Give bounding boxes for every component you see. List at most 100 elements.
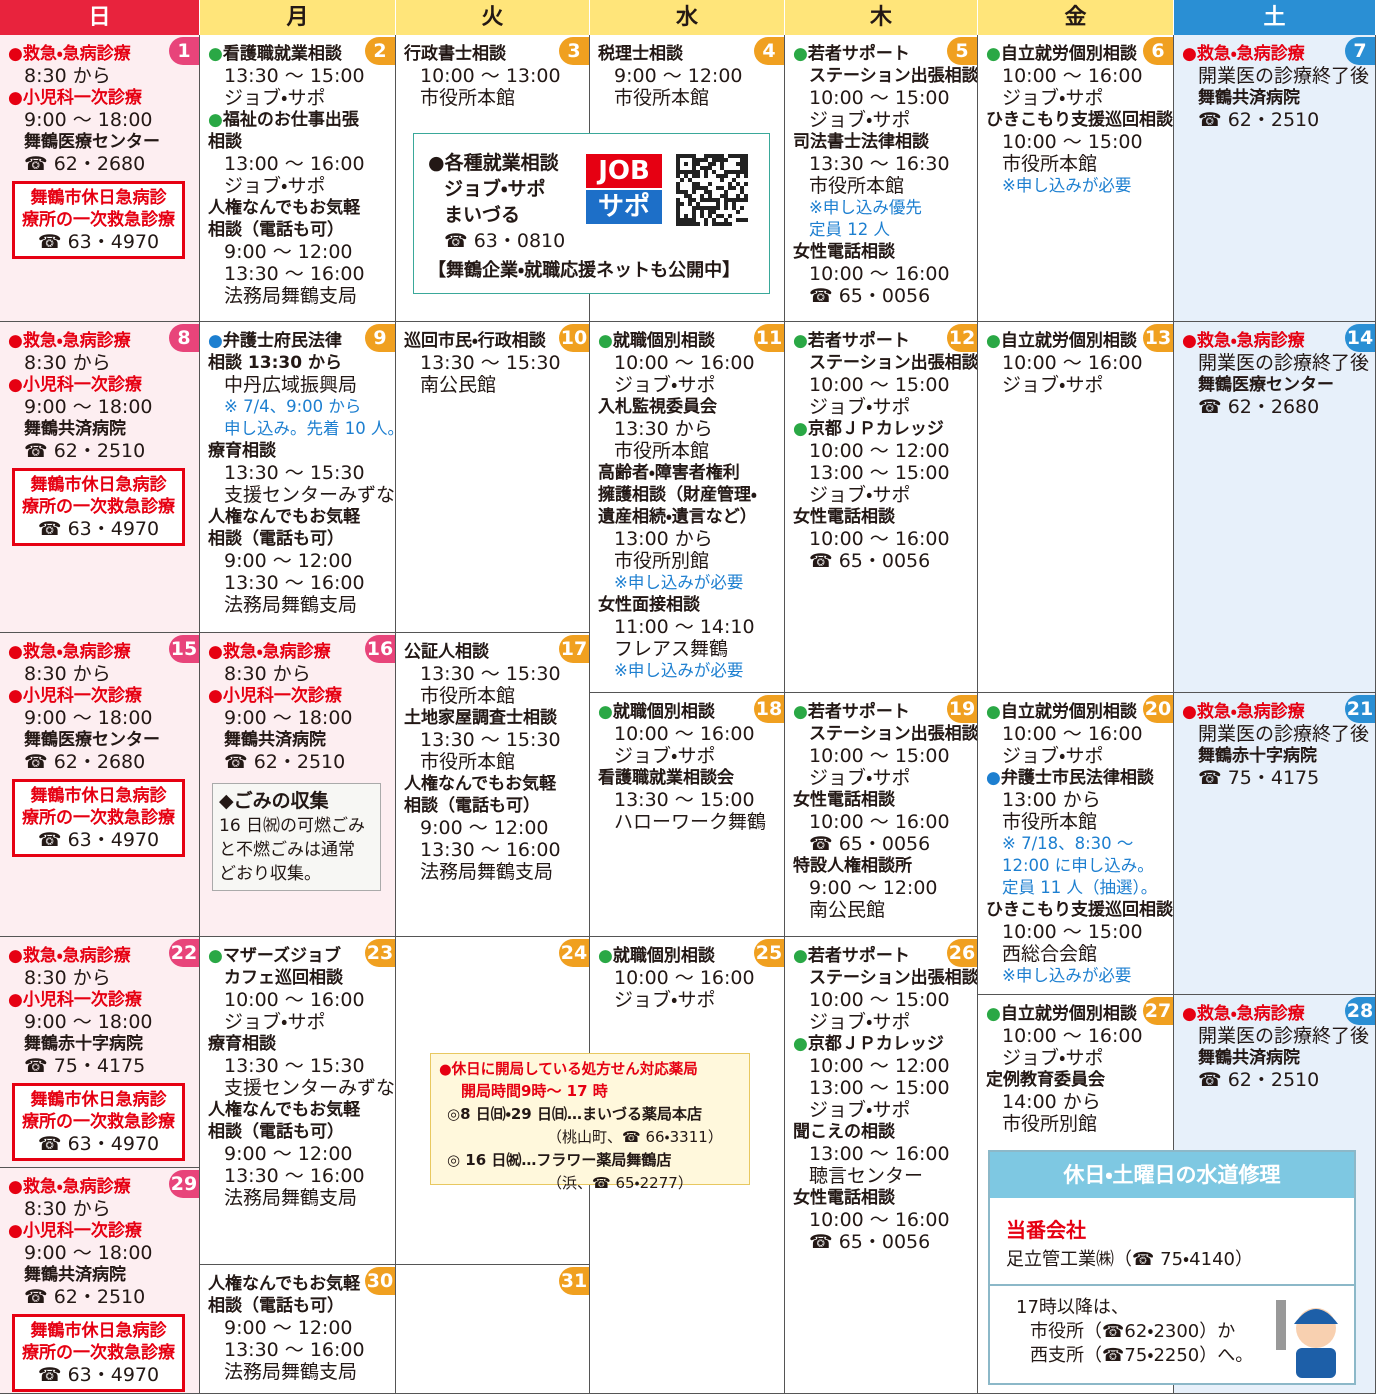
entry-line: 9:00 ～ 12:00 [614, 65, 743, 87]
day-cell: 5 ●若者サポート ステーション出張相談 10:00 ～ 15:00 ジョブ・サポ 司法書… [785, 35, 978, 322]
emergency-notice: 舞鶴市休日急病診 療所の一次救急診療 ☎ 63・4970 [12, 1083, 185, 1161]
entry-line: 人権なんでもお気軽 [208, 507, 361, 527]
entry-line: 9:00 ～ 18:00 [24, 707, 153, 729]
entry-line: 舞鶴共済病院 [1198, 88, 1300, 108]
entry-line: ●若者サポート [793, 702, 910, 722]
entry-line: 相談（電話も可） [208, 529, 344, 549]
entry-line: ジョブ・サポ [809, 396, 911, 418]
entry-line: 相談（電話も可） [208, 1296, 344, 1316]
entry-line: 13:00 から [1002, 789, 1101, 811]
entry-line: 支援センターみずなぎ [224, 1077, 396, 1099]
entry-line: 市役所本館 [1002, 153, 1098, 175]
entry-line: ジョブ・サポ [614, 745, 716, 767]
weekday-header: 火 [396, 0, 590, 35]
entry-line: ●就職個別相談 [598, 946, 715, 966]
job-line: ●各種就業相談 [428, 152, 559, 174]
entry-line: 13:30 ～ 15:30 [224, 1055, 365, 1077]
job-logo: JOB [586, 154, 662, 188]
entry-line: 司法書士法律相談 [793, 132, 929, 152]
entry-line: 10:00 ～ 16:00 [809, 1209, 950, 1231]
entry-line: 南公民館 [420, 374, 497, 396]
date-badge: 18 [754, 695, 784, 723]
entry-line: ●救急・急病診療 [8, 946, 131, 966]
day-cell: 6 ●自立就労個別相談 10:00 ～ 16:00 ジョブ・サポ ひきこもり支援巡回相談… [978, 35, 1174, 322]
entry-line: 10:00 ～ 16:00 [614, 967, 755, 989]
entry-line: ☎ 62・2510 [24, 1286, 146, 1308]
entry-line: 相談（電話も可） [404, 796, 540, 816]
entry-line: ひきこもり支援巡回相談 [986, 900, 1173, 920]
entry-line: 8:30 から [24, 1198, 111, 1220]
notice-line: ☎ 63・4970 [37, 518, 160, 540]
entry-line: 13:00 ～ 16:00 [224, 153, 365, 175]
entry-line: 10:00 ～ 16:00 [809, 528, 950, 550]
entry-line: 開業医の診療終了後 [1198, 723, 1370, 745]
entry-line: ●救急・急病診療 [8, 331, 131, 351]
date-badge: 15 [169, 635, 199, 663]
date-badge: 4 [754, 37, 784, 65]
entry-line: 税理士相談 [598, 44, 683, 64]
date-badge: 29 [169, 1170, 199, 1198]
entry-line: 開業医の診療終了後 [1198, 352, 1370, 374]
entry-line: ひきこもり支援巡回相談 [986, 110, 1173, 130]
entry-line: 法務局舞鶴支局 [224, 285, 358, 307]
weekday-header: 日 [0, 0, 200, 35]
job-footer: 【舞鶴企業・就職応援ネットも公開中】 [428, 260, 741, 281]
entry-line: 市役所本館 [809, 175, 905, 197]
entry-line: ジョブ・サポ [809, 1011, 911, 1033]
date-badge: 7 [1345, 37, 1375, 65]
entry-line: 舞鶴共済病院 [1198, 1048, 1300, 1068]
notice-line: 舞鶴市休日急病診 [30, 1321, 167, 1341]
entry-line: 13:30 ～ 15:30 [420, 663, 561, 685]
entry-line: 8:30 から [24, 65, 111, 87]
entry-line: ☎ 62・2510 [1198, 109, 1320, 131]
job-logo: サポ [586, 190, 662, 224]
entry-line: ジョブ・サポ [809, 484, 911, 506]
entry-line: 遺産相続・遺言など） [598, 507, 757, 527]
date-badge: 19 [947, 695, 977, 723]
entry-line: 南公民館 [809, 899, 886, 921]
entry-line: ☎ 65・0056 [809, 1231, 931, 1253]
entry-line: 9:00 ～ 18:00 [24, 1242, 153, 1264]
entry-line: ☎ 75・4175 [24, 1055, 146, 1077]
notice-line: 舞鶴市休日急病診 [30, 786, 167, 806]
date-badge: 22 [169, 939, 199, 967]
entry-line: 相談（電話も可） [208, 220, 344, 240]
entry-line: ※ 7/4、9:00 から [224, 397, 362, 416]
entry-line: ☎ 62・2680 [1198, 396, 1320, 418]
pharmacy-line: 開局時間9時～ 17 時 [461, 1082, 608, 1100]
entry-line: 舞鶴赤十字病院 [24, 1034, 143, 1054]
notice-line: 舞鶴市休日急病診 [30, 188, 167, 208]
entry-line: 舞鶴共済病院 [224, 730, 326, 750]
after-hours: 17時以降は、 市役所（☎62・2300）か 西支所（☎75・2250）へ。 [990, 1284, 1354, 1383]
pharmacy-box: ●休日に開局している処方せん対応薬局 開局時間9時～ 17 時 ◎8 日㈰・29 日… [430, 1053, 750, 1192]
entry-line: ジョブ・サポ [1002, 1047, 1104, 1069]
entry-line: 10:00 ～ 15:00 [809, 374, 950, 396]
entry-line: 療育相談 [208, 441, 276, 461]
day-cell: 26 ●若者サポート ステーション出張相談 10:00 ～ 15:00 ジョブ・サポ ●京… [785, 937, 978, 1394]
entry-line: 定員 12 人 [809, 220, 890, 239]
entry-line: ●救急・急病診療 [1182, 44, 1305, 64]
date-badge: 2 [365, 37, 395, 65]
date-badge: 23 [365, 939, 395, 967]
after-hours-line: 17時以降は、 [1016, 1297, 1129, 1318]
entry-line: 10:00 ～ 16:00 [1002, 65, 1143, 87]
entry-line: ●弁護士府民法律 [208, 331, 342, 351]
entry-line: 13:30 ～ 15:00 [224, 65, 365, 87]
entry-line: 市役所本館 [614, 87, 710, 109]
day-cell: 15 ●救急・急病診療 8:30 から ●小児科一次診療 9:00 ～ 18:00 舞鶴医… [0, 633, 200, 937]
entry-line: ステーション出張相談 [809, 724, 978, 744]
date-badge: 28 [1345, 997, 1375, 1025]
entry-line: 13:30 ～ 16:00 [420, 839, 561, 861]
entry-line: ☎ 75・4175 [1198, 767, 1320, 789]
entry-line: 高齢者・障害者権利 [598, 463, 740, 483]
entry-line: ●小児科一次診療 [8, 686, 142, 706]
weekday-header: 金 [978, 0, 1174, 35]
entry-line: 法務局舞鶴支局 [224, 594, 358, 616]
entry-line: 女性電話相談 [793, 790, 895, 810]
date-badge: 25 [754, 939, 784, 967]
job-line: ☎ 63・0810 [444, 230, 566, 252]
weekday-header: 月 [200, 0, 396, 35]
entry-line: ハローワーク舞鶴 [614, 811, 767, 833]
